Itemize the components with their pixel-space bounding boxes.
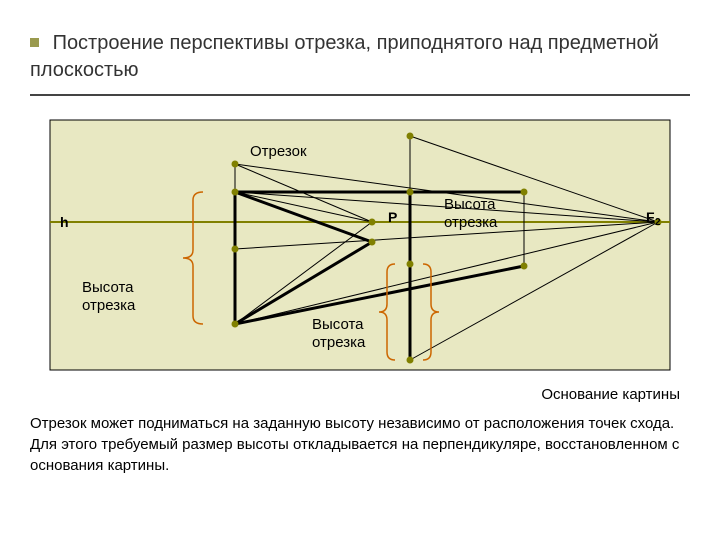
svg-text:отрезка: отрезка [82, 297, 136, 314]
divider [30, 94, 690, 96]
svg-text:2: 2 [655, 217, 661, 228]
perspective-diagram: hPF2ОтрезокВысотаотрезкаВысотаотрезкаВыс… [40, 114, 680, 378]
bullet-icon [30, 38, 39, 47]
title-text: Построение перспективы отрезка, приподня… [30, 32, 659, 81]
svg-text:F: F [646, 209, 655, 225]
page-title: Построение перспективы отрезка, приподня… [30, 30, 690, 84]
svg-text:Высота: Высота [444, 196, 496, 213]
body-text: Отрезок может подниматься на заданную вы… [30, 413, 690, 476]
svg-text:Высота: Высота [312, 316, 364, 333]
svg-text:Отрезок: Отрезок [250, 143, 307, 160]
svg-text:отрезка: отрезка [312, 334, 366, 351]
svg-text:отрезка: отрезка [444, 214, 498, 231]
svg-text:Высота: Высота [82, 279, 134, 296]
svg-text:h: h [60, 214, 69, 230]
caption-baseline: Основание картины [30, 386, 690, 403]
svg-text:P: P [388, 209, 397, 225]
diagram: hPF2ОтрезокВысотаотрезкаВысотаотрезкаВыс… [40, 114, 680, 384]
